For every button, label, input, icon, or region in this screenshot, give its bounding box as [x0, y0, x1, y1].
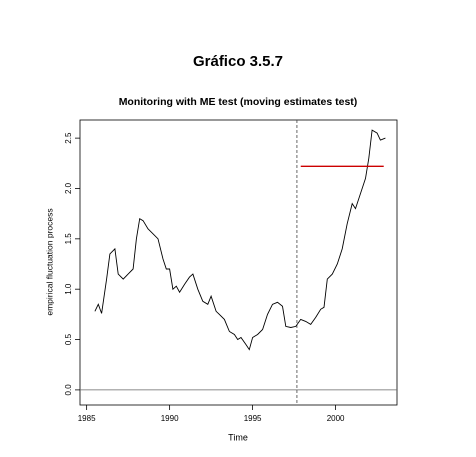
y-tick-label: 2.5 [64, 132, 73, 144]
y-tick-label: 0.5 [64, 333, 73, 345]
y-tick-label: 0.0 [64, 384, 73, 396]
chart-title: Gráfico 3.5.7 [193, 53, 283, 70]
x-axis-label: Time [228, 432, 248, 442]
x-tick-label: 1990 [161, 414, 179, 423]
plot-box [79, 119, 398, 406]
x-tick-label: 2000 [327, 414, 345, 423]
x-tick-label: 1995 [244, 414, 262, 423]
y-tick-label: 1.0 [64, 283, 73, 295]
data-line [94, 129, 386, 351]
x-tick-label: 1985 [78, 414, 96, 423]
y-axis-label: empirical fluctuation process [44, 208, 54, 315]
chart-subtitle: Monitoring with ME test (moving estimate… [119, 96, 358, 108]
y-tick-label: 1.5 [64, 233, 73, 245]
y-tick-label: 2.0 [64, 182, 73, 194]
